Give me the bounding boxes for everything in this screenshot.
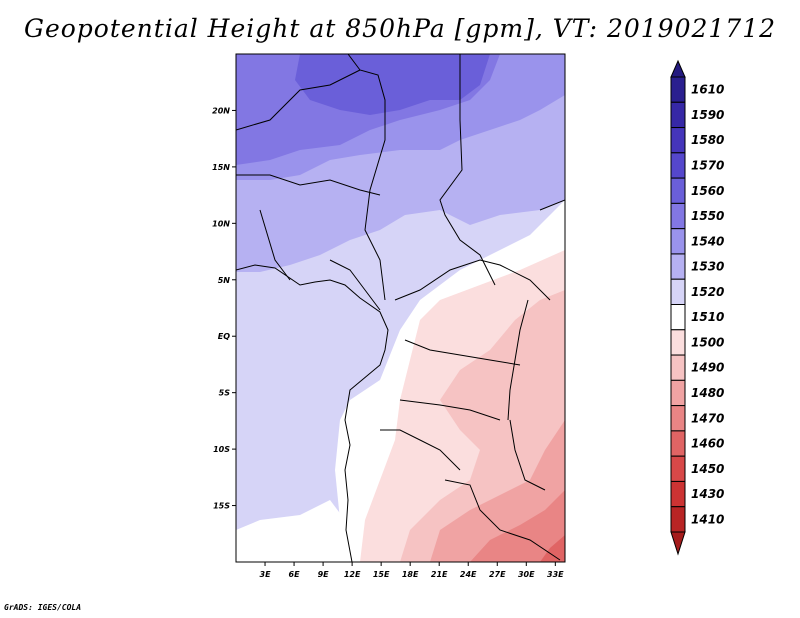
field-1470-region — [470, 490, 565, 562]
colorbar-label: 1590 — [691, 108, 724, 122]
lat-tick-label: 10N — [212, 219, 230, 228]
lat-tick-label: 20N — [212, 106, 230, 115]
colorbar-label: 1460 — [691, 437, 724, 451]
shaded-field — [236, 54, 565, 562]
colorbar-swatch — [670, 329, 686, 356]
lon-tick-label: 9E — [318, 570, 330, 579]
colorbar-label: 1510 — [691, 310, 724, 324]
colorbar-swatch — [670, 278, 686, 306]
colorbar-label: 1520 — [691, 285, 724, 299]
colorbar-swatch — [670, 228, 686, 255]
colorbar-label: 1500 — [691, 335, 724, 349]
field-1560-region — [295, 54, 490, 115]
map-frame — [235, 53, 566, 563]
colorbar-label: 1540 — [691, 234, 724, 248]
longitude-axis: 3E 6E 9E 12E 15E 18E 21E 24E 27E 30E 33E — [260, 562, 564, 579]
field-1460-region — [540, 535, 565, 562]
colorbar: 1610 1590 1580 1570 1560 1550 1540 1530 1520 1510… — [670, 59, 724, 556]
lon-tick-label: 18E — [402, 570, 419, 579]
lon-tick-label: 12E — [344, 570, 361, 579]
colorbar-swatch — [670, 101, 686, 129]
lat-tick-label: EQ — [218, 332, 230, 341]
lon-tick-label: 24E — [460, 570, 477, 579]
colorbar-label: 1480 — [691, 386, 724, 400]
colorbar-swatch — [670, 430, 686, 457]
colorbar-label: 1560 — [691, 184, 724, 198]
lon-tick-label: 33E — [547, 570, 564, 579]
lon-tick-label: 21E — [431, 570, 448, 579]
lon-tick-label: 3E — [260, 570, 272, 579]
colorbar-label: 1580 — [691, 133, 724, 147]
colorbar-label: 1490 — [691, 361, 724, 375]
colorbar-swatch — [670, 152, 686, 179]
lat-tick-label: 15N — [212, 163, 230, 172]
colorbar-label: 1530 — [691, 260, 724, 274]
lon-tick-label: 30E — [518, 570, 535, 579]
colorbar-swatch — [670, 379, 686, 407]
lat-tick-label: 5N — [218, 276, 231, 285]
lat-tick-label: 15S — [213, 502, 230, 511]
colorbar-label: 1610 — [691, 83, 724, 97]
lat-tick-label: 10S — [213, 445, 230, 454]
colorbar-swatch — [670, 506, 686, 533]
colorbar-label: 1470 — [691, 411, 724, 425]
colorbar-swatch — [670, 354, 686, 381]
colorbar-label: 1550 — [691, 209, 724, 223]
map-title: Geopotential Height at 850hPa [gpm], VT:… — [23, 14, 777, 43]
field-1510-southwest — [236, 500, 350, 562]
grads-credit: GrADS: IGES/COLA — [4, 603, 82, 612]
latitude-axis: 20N 15N 10N 5N EQ 5S 10S 15S — [212, 106, 236, 511]
colorbar-swatch — [670, 253, 686, 280]
colorbar-label: 1430 — [691, 487, 724, 501]
colorbar-swatch — [670, 480, 686, 508]
colorbar-swatch — [670, 304, 686, 331]
colorbar-swatch — [670, 455, 686, 482]
colorbar-swatch — [670, 76, 686, 103]
colorbar-top-arrow — [670, 59, 686, 78]
colorbar-label: 1410 — [691, 512, 724, 526]
colorbar-label: 1450 — [691, 462, 724, 476]
colorbar-bottom-arrow — [670, 531, 686, 556]
colorbar-swatch — [670, 127, 686, 154]
country-borders — [236, 54, 565, 562]
colorbar-label: 1570 — [691, 158, 724, 172]
colorbar-swatch — [670, 202, 686, 230]
lat-tick-label: 5S — [219, 389, 231, 398]
lon-tick-label: 15E — [373, 570, 390, 579]
colorbar-swatch — [670, 405, 686, 432]
lon-tick-label: 27E — [489, 570, 506, 579]
colorbar-swatch — [670, 177, 686, 204]
lon-tick-label: 6E — [289, 570, 301, 579]
